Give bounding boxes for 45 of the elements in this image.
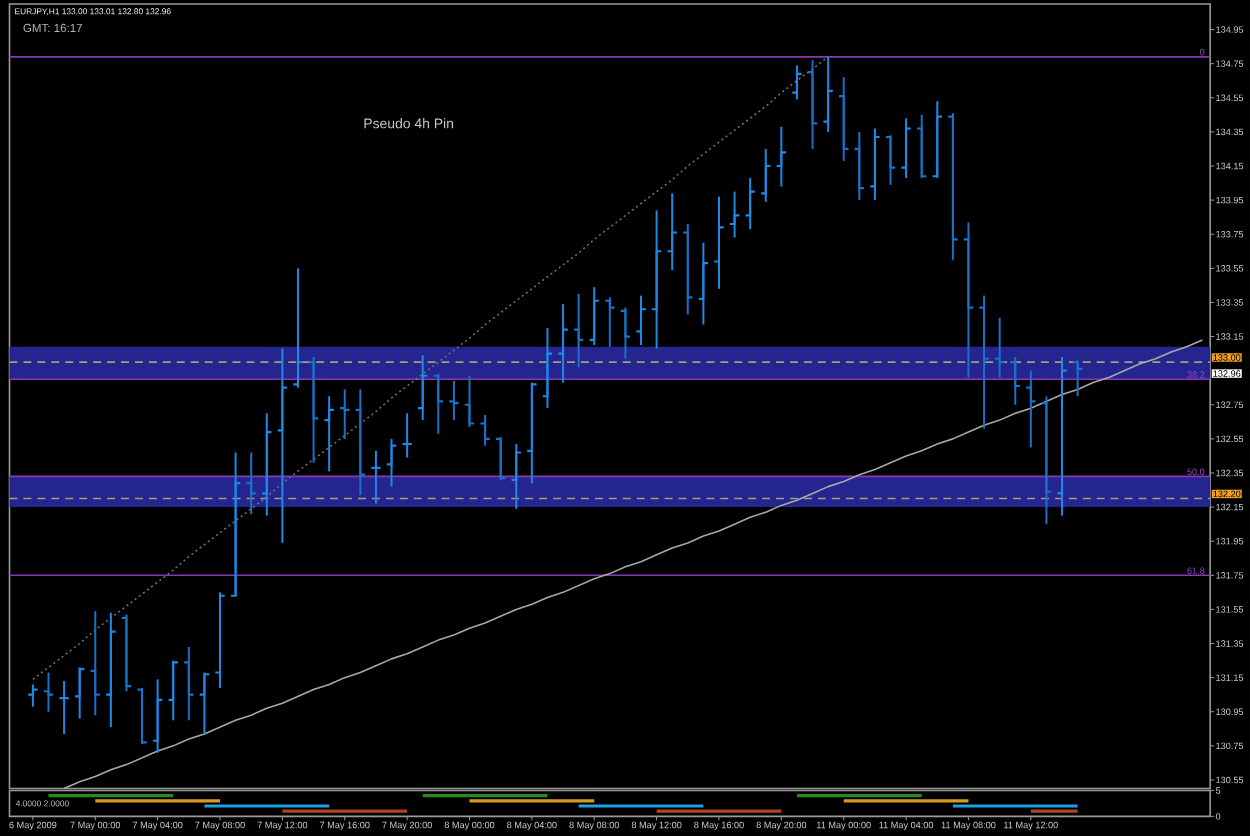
candlestick <box>75 666 85 720</box>
candlestick <box>558 303 568 384</box>
candlestick <box>402 412 412 459</box>
candlestick <box>43 671 54 713</box>
candlestick <box>371 449 381 505</box>
candlestick <box>901 117 911 179</box>
candlestick <box>199 671 210 735</box>
candlestick <box>340 388 350 440</box>
candlestick <box>90 610 100 717</box>
candlestick <box>480 413 490 447</box>
candlestick <box>620 306 631 360</box>
candlestick <box>542 326 553 410</box>
candlestick <box>698 241 709 326</box>
candlestick <box>433 372 443 435</box>
candlestick <box>184 645 194 722</box>
candlestick <box>449 379 459 421</box>
candlestick <box>418 354 428 421</box>
candlestick <box>667 192 677 271</box>
candlestick <box>386 437 397 488</box>
candlestick <box>605 296 615 348</box>
candlestick <box>464 374 475 428</box>
candlestick <box>28 683 38 708</box>
candlestick <box>714 195 724 290</box>
candlestick <box>168 659 178 722</box>
candlestick <box>636 294 646 346</box>
candlestick <box>59 679 69 735</box>
candlestick <box>511 442 521 510</box>
candlestick <box>589 285 599 346</box>
candlestick <box>1072 359 1083 398</box>
candlestick <box>152 678 163 754</box>
candlestick <box>293 267 303 389</box>
candlestick <box>823 55 833 133</box>
candlestick <box>776 125 787 188</box>
candlestick <box>324 395 334 473</box>
candlestick <box>729 190 740 239</box>
candlestick <box>246 451 256 515</box>
candlestick <box>745 176 755 230</box>
candlestick <box>1010 355 1020 406</box>
candlestick <box>854 130 864 201</box>
candlestick <box>573 292 584 369</box>
candlestick <box>496 436 506 481</box>
candlestick <box>761 147 771 203</box>
candlestick <box>792 64 802 101</box>
candlestick <box>277 347 288 544</box>
candlestick <box>1026 369 1036 449</box>
